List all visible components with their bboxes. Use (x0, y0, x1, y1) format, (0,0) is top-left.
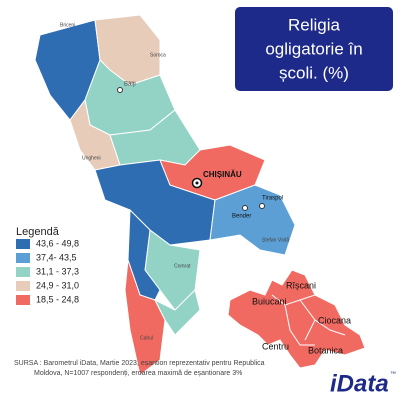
city-label: Bălți (124, 82, 136, 88)
legend-swatch (16, 239, 30, 249)
sector-border (299, 299, 346, 336)
city-marker (242, 205, 248, 211)
legend: 43,6 - 49,8 37,4- 43,5 31,1 - 37,3 24,9 - 3… (16, 238, 79, 305)
sector-border (304, 319, 316, 341)
city-label: Comrat (174, 263, 191, 269)
logo-mark: ™ (390, 371, 396, 378)
region (124, 259, 166, 376)
sector-label: Buiucani (252, 296, 287, 306)
legend-swatch (16, 253, 30, 263)
sector-label: Rîșcani (286, 280, 316, 290)
legend-swatch (16, 267, 30, 277)
inset-shape (227, 269, 366, 369)
title-box (233, 5, 395, 93)
city-marker (195, 181, 199, 185)
city-label: Bender (232, 214, 251, 220)
chisinau-inset (227, 269, 366, 369)
region (159, 144, 266, 201)
map (34, 14, 296, 376)
capital-label: CHIȘINĂU (203, 170, 242, 179)
sector-border (284, 304, 315, 346)
source-line: Moldova, N=1007 respondenți, eroarea max… (34, 370, 242, 377)
legend-label: 31,1 - 37,3 (36, 266, 79, 276)
region (209, 184, 296, 256)
city-label: Ștefan Vodă (262, 237, 289, 243)
sector-label: Ciocana (318, 315, 351, 325)
legend-swatch (16, 281, 30, 291)
region (153, 289, 201, 336)
city-label: Soroca (150, 52, 166, 58)
source-line: SURSA : Barometrul iData, Martie 2023, e… (14, 360, 265, 367)
sector-border (271, 294, 316, 306)
sector-label: Botanica (308, 345, 343, 355)
title-line: ogligatorie în (265, 39, 362, 58)
city-label: Cahul (140, 335, 153, 341)
title-line: Religia (288, 15, 341, 34)
legend-title: Legendă (16, 226, 60, 238)
city-label: Briceni (60, 22, 75, 28)
title-line: școli. (%) (279, 63, 349, 82)
city-marker (259, 203, 265, 209)
legend-label: 37,4- 43,5 (36, 252, 77, 262)
logo: iData (330, 370, 389, 397)
city-label: Ungheni (82, 155, 101, 161)
legend-swatch (16, 295, 30, 305)
legend-label: 18,5 - 24,8 (36, 294, 79, 304)
legend-label: 43,6 - 49,8 (36, 238, 79, 248)
legend-label: 24,9 - 31,0 (36, 280, 79, 290)
city-label: Tiraspol (262, 196, 283, 202)
sector-label: Centru (262, 341, 289, 351)
city-marker (117, 87, 123, 93)
